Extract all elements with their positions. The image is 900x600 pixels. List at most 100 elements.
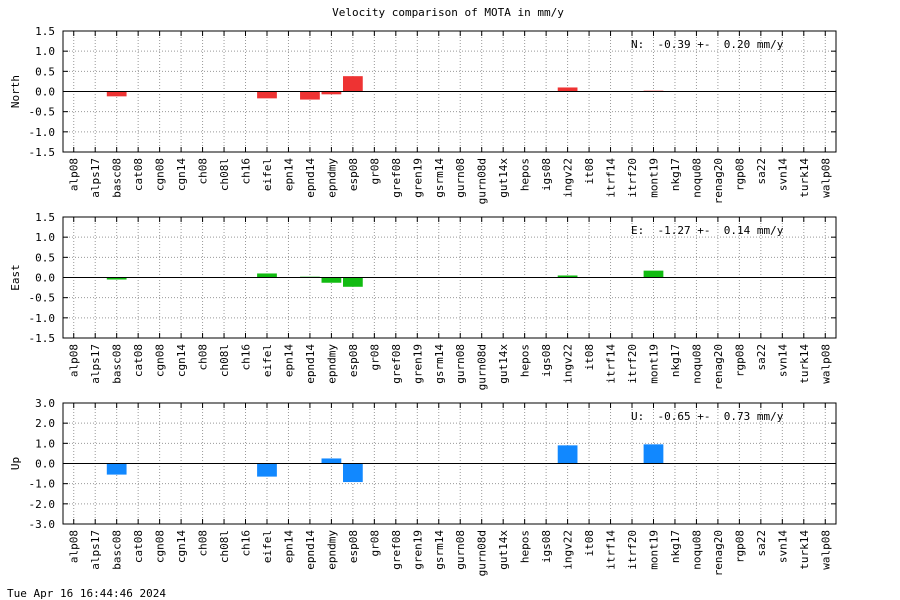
x-tick-label: alp08 xyxy=(68,344,81,377)
y-axis-label: East xyxy=(9,264,22,291)
y-tick-label: 3.0 xyxy=(35,397,55,410)
x-tick-label: basc08 xyxy=(111,530,124,570)
x-tick-label: cgn08 xyxy=(154,530,167,563)
x-tick-label: eifel xyxy=(261,158,274,191)
x-tick-label: renag20 xyxy=(712,530,725,576)
bar-epndmy xyxy=(321,91,342,95)
x-tick-label: nkg17 xyxy=(669,530,682,563)
bar-basc08 xyxy=(106,463,127,475)
x-tick-label: alps17 xyxy=(89,344,102,384)
x-tick-label: gurn08d xyxy=(476,158,489,204)
y-tick-label: -0.5 xyxy=(29,106,56,119)
plot-frame xyxy=(62,402,837,525)
y-tick-label: -3.0 xyxy=(29,518,56,531)
x-tick-label: gurn08d xyxy=(476,344,489,390)
bar-ingv22 xyxy=(557,275,578,278)
x-tick-label: igs08 xyxy=(540,344,553,377)
x-tick-label: svn14 xyxy=(776,158,789,191)
x-tick-label: hepos xyxy=(519,530,532,563)
x-tick-label: gref08 xyxy=(390,344,403,384)
x-tick-label: hepos xyxy=(519,344,532,377)
velocity-annotation: U: -0.65 +- 0.73 mm/y xyxy=(631,410,784,423)
bar-eifel xyxy=(257,273,277,278)
bar-ingv22 xyxy=(557,445,578,464)
y-tick-label: 1.5 xyxy=(35,211,55,224)
x-tick-label: sa22 xyxy=(755,344,768,371)
x-tick-label: gren19 xyxy=(411,344,424,384)
y-tick-label: -1.5 xyxy=(29,332,56,345)
x-tick-label: itrf14 xyxy=(605,158,618,198)
x-tick-label: hepos xyxy=(519,158,532,191)
x-tick-label: ch16 xyxy=(240,530,253,557)
y-tick-label: 0.5 xyxy=(35,251,55,264)
x-tick-label: gren19 xyxy=(411,530,424,570)
x-tick-label: walp08 xyxy=(819,344,832,384)
bar-epndmy xyxy=(321,277,342,283)
velocity-annotation: N: -0.39 +- 0.20 mm/y xyxy=(631,38,784,51)
x-tick-label: epn14 xyxy=(282,530,295,563)
bar-mont19 xyxy=(643,444,664,464)
x-tick-label: ch08 xyxy=(197,530,210,557)
x-tick-label: rgp08 xyxy=(733,530,746,563)
x-tick-label: walp08 xyxy=(819,158,832,198)
x-tick-label: gurn08 xyxy=(454,344,467,384)
x-tick-label: svn14 xyxy=(776,530,789,563)
x-tick-label: gsrm14 xyxy=(433,158,446,198)
x-tick-label: turk14 xyxy=(798,530,811,570)
x-tick-label: igs08 xyxy=(540,158,553,191)
x-tick-label: turk14 xyxy=(798,158,811,198)
x-tick-label: mont19 xyxy=(647,158,660,198)
x-tick-label: gr08 xyxy=(368,158,381,185)
bar-esp08 xyxy=(342,463,363,483)
x-tick-label: sa22 xyxy=(755,158,768,185)
x-tick-label: eifel xyxy=(261,530,274,563)
y-tick-label: 1.0 xyxy=(35,45,55,58)
y-tick-label: 2.0 xyxy=(35,417,55,430)
timestamp: Tue Apr 16 16:44:46 2024 xyxy=(7,587,166,600)
x-tick-label: cgn08 xyxy=(154,158,167,191)
x-tick-label: epn14 xyxy=(282,344,295,377)
x-tick-label: alp08 xyxy=(68,530,81,563)
x-tick-label: svn14 xyxy=(776,344,789,377)
x-tick-label: cgn08 xyxy=(154,344,167,377)
x-tick-label: ch16 xyxy=(240,344,253,371)
velocity-annotation: E: -1.27 +- 0.14 mm/y xyxy=(631,224,784,237)
x-tick-label: gren19 xyxy=(411,158,424,198)
east-panel: 1.5 1.0 0.5 0.0 -0.5 -1.0 -1.5 alp08 alps17 basc0… xyxy=(9,211,837,390)
x-tick-label: gsrm14 xyxy=(433,530,446,570)
x-tick-label: eifel xyxy=(261,344,274,377)
y-tick-label: 0.0 xyxy=(35,86,55,99)
x-tick-label: ingv22 xyxy=(562,158,575,198)
x-tick-label: gref08 xyxy=(390,530,403,570)
bar-ingv22 xyxy=(557,87,578,92)
bar-basc08 xyxy=(106,91,127,97)
x-tick-label: epnd14 xyxy=(304,530,317,570)
x-tick-label: nkg17 xyxy=(669,158,682,191)
x-tick-label: gref08 xyxy=(390,158,403,198)
x-tick-label: itrf20 xyxy=(626,530,639,570)
x-tick-label: mont19 xyxy=(647,344,660,384)
x-tick-label: gsrm14 xyxy=(433,344,446,384)
x-tick-label: gurn08 xyxy=(454,530,467,570)
x-tick-label: itrf20 xyxy=(626,158,639,198)
x-tick-label: ingv22 xyxy=(562,530,575,570)
x-tick-label: gut14x xyxy=(497,158,510,198)
up-panel: 3.0 2.0 1.0 0.0 -1.0 -2.0 -3.0 alp08 alps17 basc0… xyxy=(9,397,837,576)
x-tick-label: epndmy xyxy=(325,530,338,570)
x-tick-label: alps17 xyxy=(89,530,102,570)
y-tick-label: 0.0 xyxy=(35,458,55,471)
north-panel: 1.5 1.0 0.5 0.0 -0.5 -1.0 -1.5 alp08 alps17 basc0… xyxy=(9,25,837,204)
bar-esp08 xyxy=(342,76,363,92)
x-tick-label: mont19 xyxy=(647,530,660,570)
x-tick-label: cgn14 xyxy=(175,344,188,377)
x-tick-label: esp08 xyxy=(347,158,360,191)
x-tick-label: gurn08 xyxy=(454,158,467,198)
bar-eifel xyxy=(257,91,277,99)
y-tick-label: 0.0 xyxy=(35,272,55,285)
x-tick-label: it08 xyxy=(583,158,596,185)
bar-mont19 xyxy=(643,270,664,278)
x-tick-label: ch08l xyxy=(218,344,231,377)
x-tick-label: esp08 xyxy=(347,344,360,377)
x-tick-label: alp08 xyxy=(68,158,81,191)
x-tick-label: alps17 xyxy=(89,158,102,198)
